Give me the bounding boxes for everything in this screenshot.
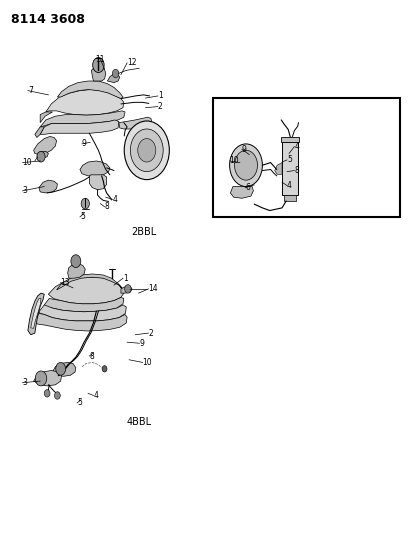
Text: 8: 8 [104,203,109,211]
Text: 8: 8 [89,352,94,360]
Polygon shape [35,127,44,138]
Polygon shape [34,370,61,386]
Polygon shape [52,362,76,376]
Text: 4: 4 [112,195,117,204]
Polygon shape [35,313,127,331]
Text: 13: 13 [61,278,70,287]
Text: 10: 10 [229,157,238,165]
Polygon shape [40,120,119,134]
Polygon shape [31,298,41,328]
Text: 4BBL: 4BBL [126,417,151,427]
Polygon shape [281,142,298,195]
Text: 7: 7 [28,86,33,95]
Circle shape [102,366,107,372]
Circle shape [44,390,50,397]
Text: 9: 9 [82,140,87,148]
Polygon shape [67,264,85,278]
Circle shape [124,285,131,293]
Circle shape [130,129,163,172]
Polygon shape [121,287,132,293]
Text: 10: 10 [22,158,32,167]
Circle shape [92,58,104,72]
Text: 5: 5 [77,399,82,407]
Text: 2: 2 [148,329,153,337]
Text: 12: 12 [127,59,136,67]
Polygon shape [57,81,123,99]
Polygon shape [56,274,122,290]
Circle shape [54,392,60,399]
Text: 3: 3 [22,187,27,195]
Circle shape [124,121,169,180]
Text: 3: 3 [22,378,27,387]
Text: 14: 14 [148,285,157,293]
Polygon shape [119,117,151,129]
Text: 5: 5 [80,213,85,221]
Polygon shape [80,161,110,176]
Polygon shape [91,67,106,81]
Polygon shape [44,297,124,312]
Polygon shape [38,151,48,158]
Circle shape [112,69,119,78]
Circle shape [35,371,47,386]
Polygon shape [230,187,253,198]
Bar [213,98,399,217]
Polygon shape [40,112,52,123]
Text: 2BBL: 2BBL [131,227,156,237]
Text: 8: 8 [294,166,299,175]
Text: 1: 1 [123,274,128,282]
Polygon shape [39,180,57,193]
Circle shape [81,198,89,209]
Text: 4: 4 [93,391,98,400]
Polygon shape [283,195,296,201]
Circle shape [71,255,81,268]
Text: 1: 1 [157,92,162,100]
Polygon shape [107,74,119,83]
Text: 5: 5 [286,156,291,164]
Circle shape [137,139,155,162]
Polygon shape [89,175,106,190]
Polygon shape [39,305,126,321]
Text: 4: 4 [286,181,291,190]
Text: 2: 2 [157,102,162,111]
Polygon shape [40,111,125,127]
Circle shape [229,144,262,187]
Circle shape [37,151,45,162]
Polygon shape [46,90,124,115]
Text: 11: 11 [95,55,105,64]
Text: 8114 3608: 8114 3608 [11,13,85,26]
Polygon shape [28,293,44,335]
Polygon shape [48,277,124,304]
Text: 10: 10 [142,358,152,367]
Polygon shape [274,163,281,174]
Polygon shape [281,137,299,142]
Text: 4: 4 [294,142,299,151]
Text: 9: 9 [241,145,246,154]
Text: 6: 6 [245,183,249,192]
Text: 9: 9 [139,339,144,348]
Polygon shape [34,136,56,155]
Circle shape [56,362,65,375]
Circle shape [234,150,257,180]
